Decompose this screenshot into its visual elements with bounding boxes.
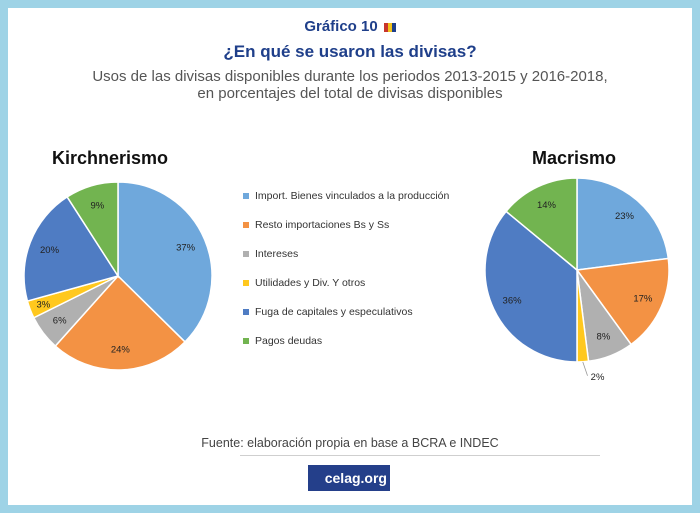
macrismo-slice-label-1: 17% bbox=[633, 294, 653, 305]
legend-swatch bbox=[243, 280, 249, 286]
legend-swatch bbox=[243, 222, 249, 228]
kirchnerismo-slice-4 bbox=[23, 195, 120, 302]
legend-label: Resto importaciones Bs y Ss bbox=[255, 219, 390, 231]
macrismo-slice-label-2: 8% bbox=[597, 332, 611, 343]
legend-label: Pagos deudas bbox=[255, 335, 323, 347]
kirchnerismo-pie: 37% 24% 6%3% 20% 9% bbox=[23, 181, 213, 371]
logo-suffix: .org bbox=[360, 470, 387, 486]
source-note: Fuente: elaboración propia en base a BCR… bbox=[201, 436, 499, 450]
kirchnerismo-pie-title: Kirchnerismo bbox=[52, 148, 169, 168]
logo-text: celag bbox=[324, 470, 361, 486]
macrismo-slice-1 bbox=[575, 257, 670, 346]
kirchnerismo-slice-5 bbox=[66, 181, 119, 279]
legend-swatch bbox=[243, 251, 249, 257]
subtitle-line-2: en porcentajes del total de divisas disp… bbox=[197, 85, 503, 102]
macrismo-slice-0 bbox=[576, 177, 670, 271]
kirchnerismo-slice-label-3: 3% bbox=[36, 300, 50, 311]
macrismo-slice-4 bbox=[484, 210, 578, 363]
kirchnerismo-slice-label-1: 24% bbox=[111, 344, 131, 355]
kirchnerismo-slice-label-0: 37% bbox=[176, 243, 196, 254]
divider bbox=[240, 455, 600, 456]
legend-swatch bbox=[243, 338, 249, 344]
kirchnerismo-slice-0 bbox=[117, 181, 213, 344]
macrismo-slice-label-3: 2% bbox=[591, 372, 605, 383]
legend-swatch bbox=[243, 309, 249, 315]
kirchnerismo-slice-label-2: 6% bbox=[53, 315, 67, 326]
macrismo-leader-line-3 bbox=[582, 361, 588, 376]
macrismo-slice-label-4: 36% bbox=[503, 296, 523, 307]
subtitle-line-1: Usos de las divisas disponibles durante … bbox=[92, 68, 608, 85]
kirchnerismo-slice-label-4: 20% bbox=[40, 245, 60, 256]
macrismo-slice-5 bbox=[505, 177, 578, 272]
kirchnerismo-slice-1 bbox=[54, 274, 187, 371]
chart-title: ¿En qué se usaron las divisas? bbox=[223, 42, 477, 61]
macrismo-pie: 23% 17% 8% 2% 36% 14% bbox=[484, 177, 670, 383]
legend-label: Import. Bienes vinculados a la producció… bbox=[255, 190, 450, 202]
macrismo-slice-label-0: 23% bbox=[615, 211, 635, 222]
legend-label: Fuga de capitales y especulativos bbox=[255, 306, 413, 318]
legend-swatch bbox=[243, 193, 249, 199]
figure-label: Gráfico 10 bbox=[0, 18, 700, 35]
celag-logo: celag.org bbox=[308, 465, 390, 491]
legend-label: Utilidades y Div. Y otros bbox=[255, 277, 366, 289]
legend-label: Intereses bbox=[255, 248, 299, 260]
flag-icon bbox=[383, 22, 396, 32]
chart-subtitle: Usos de las divisas disponibles durante … bbox=[0, 68, 700, 102]
kirchnerismo-slice-label-5: 9% bbox=[90, 201, 104, 212]
macrismo-pie-title: Macrismo bbox=[532, 148, 617, 168]
figure-label-text: Gráfico 10 bbox=[304, 18, 378, 35]
macrismo-slice-label-5: 14% bbox=[537, 200, 557, 211]
